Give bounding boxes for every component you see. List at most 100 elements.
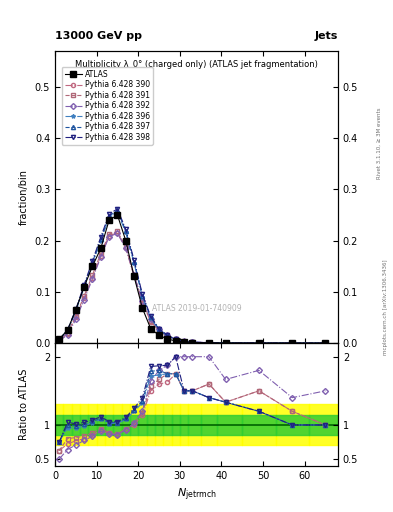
Pythia 6.428 391	[257, 340, 261, 346]
Pythia 6.428 392	[149, 316, 153, 323]
Text: Multiplicity λ_0° (charged only) (ATLAS jet fragmentation): Multiplicity λ_0° (charged only) (ATLAS …	[75, 60, 318, 69]
Pythia 6.428 392	[65, 332, 70, 338]
Pythia 6.428 390	[157, 328, 162, 334]
Pythia 6.428 398	[290, 340, 295, 346]
Pythia 6.428 396	[115, 209, 120, 215]
Pythia 6.428 392	[157, 326, 162, 332]
Y-axis label: Ratio to ATLAS: Ratio to ATLAS	[19, 369, 29, 440]
ATLAS	[323, 340, 328, 346]
Pythia 6.428 391	[57, 337, 62, 344]
Pythia 6.428 390	[182, 338, 186, 345]
Pythia 6.428 392	[173, 336, 178, 342]
Pythia 6.428 390	[123, 245, 128, 251]
Pythia 6.428 392	[182, 338, 186, 344]
ATLAS	[290, 340, 295, 346]
Pythia 6.428 391	[157, 327, 162, 333]
Line: Pythia 6.428 390: Pythia 6.428 390	[57, 231, 328, 345]
Pythia 6.428 392	[207, 339, 211, 346]
Text: Jets: Jets	[315, 31, 338, 41]
Pythia 6.428 396	[73, 308, 78, 314]
Pythia 6.428 391	[182, 338, 186, 345]
Pythia 6.428 391	[65, 330, 70, 336]
Pythia 6.428 392	[90, 276, 95, 282]
Pythia 6.428 397	[90, 259, 95, 265]
Pythia 6.428 397	[223, 340, 228, 346]
Pythia 6.428 390	[223, 340, 228, 346]
Pythia 6.428 390	[149, 318, 153, 325]
Pythia 6.428 397	[182, 338, 186, 345]
Pythia 6.428 391	[73, 313, 78, 319]
Pythia 6.428 398	[57, 337, 62, 343]
Pythia 6.428 391	[223, 340, 228, 346]
Pythia 6.428 392	[115, 230, 120, 237]
Pythia 6.428 396	[207, 339, 211, 346]
Pythia 6.428 390	[57, 337, 62, 344]
Pythia 6.428 392	[82, 296, 86, 303]
Text: 13000 GeV pp: 13000 GeV pp	[55, 31, 142, 41]
Pythia 6.428 397	[165, 333, 170, 339]
Pythia 6.428 390	[98, 253, 103, 259]
Pythia 6.428 392	[223, 340, 228, 346]
Pythia 6.428 398	[165, 332, 170, 338]
ATLAS	[257, 340, 261, 346]
Pythia 6.428 398	[65, 327, 70, 333]
Pythia 6.428 396	[257, 340, 261, 346]
Pythia 6.428 398	[107, 211, 112, 217]
Line: Pythia 6.428 398: Pythia 6.428 398	[57, 207, 328, 345]
X-axis label: $N_{\rm jetrm{ch}}$: $N_{\rm jetrm{ch}}$	[176, 486, 217, 503]
Pythia 6.428 390	[65, 331, 70, 337]
Legend: ATLAS, Pythia 6.428 390, Pythia 6.428 391, Pythia 6.428 392, Pythia 6.428 396, P: ATLAS, Pythia 6.428 390, Pythia 6.428 39…	[62, 67, 153, 145]
Pythia 6.428 396	[149, 315, 153, 322]
Pythia 6.428 396	[173, 336, 178, 343]
ATLAS	[207, 340, 211, 346]
Pythia 6.428 390	[82, 295, 86, 301]
Pythia 6.428 396	[90, 261, 95, 267]
Pythia 6.428 398	[132, 257, 136, 263]
Line: Pythia 6.428 392: Pythia 6.428 392	[57, 231, 328, 345]
Pythia 6.428 396	[290, 340, 295, 346]
Pythia 6.428 397	[257, 340, 261, 346]
ATLAS	[149, 326, 153, 332]
Pythia 6.428 396	[140, 294, 145, 300]
Pythia 6.428 396	[65, 328, 70, 334]
Pythia 6.428 390	[115, 230, 120, 236]
Pythia 6.428 390	[73, 314, 78, 321]
ATLAS	[165, 336, 170, 342]
Pythia 6.428 398	[182, 338, 186, 345]
Pythia 6.428 398	[207, 339, 211, 346]
Line: ATLAS: ATLAS	[57, 212, 328, 346]
Line: Pythia 6.428 397: Pythia 6.428 397	[57, 208, 328, 345]
Pythia 6.428 398	[157, 326, 162, 332]
Pythia 6.428 397	[149, 314, 153, 321]
Pythia 6.428 397	[140, 293, 145, 299]
Pythia 6.428 396	[123, 229, 128, 236]
Pythia 6.428 398	[140, 291, 145, 297]
Pythia 6.428 390	[323, 340, 328, 346]
Pythia 6.428 398	[149, 313, 153, 319]
Pythia 6.428 390	[90, 274, 95, 281]
Text: Rivet 3.1.10, ≥ 3M events: Rivet 3.1.10, ≥ 3M events	[377, 108, 382, 179]
Pythia 6.428 392	[257, 340, 261, 346]
Pythia 6.428 397	[290, 340, 295, 346]
Pythia 6.428 390	[290, 340, 295, 346]
Pythia 6.428 397	[73, 307, 78, 313]
ATLAS	[98, 245, 103, 251]
Pythia 6.428 392	[290, 340, 295, 346]
Pythia 6.428 397	[157, 326, 162, 332]
Pythia 6.428 398	[82, 282, 86, 288]
Pythia 6.428 391	[323, 340, 328, 346]
Pythia 6.428 390	[173, 336, 178, 343]
Pythia 6.428 397	[173, 336, 178, 343]
Pythia 6.428 396	[190, 339, 195, 345]
ATLAS	[223, 340, 228, 346]
ATLAS	[90, 263, 95, 269]
Pythia 6.428 396	[182, 338, 186, 345]
Pythia 6.428 396	[107, 215, 112, 221]
Pythia 6.428 398	[115, 206, 120, 212]
Pythia 6.428 396	[165, 333, 170, 339]
ATLAS	[115, 212, 120, 218]
Pythia 6.428 392	[132, 272, 136, 278]
ATLAS	[123, 238, 128, 244]
Pythia 6.428 390	[207, 339, 211, 346]
Pythia 6.428 391	[149, 317, 153, 324]
